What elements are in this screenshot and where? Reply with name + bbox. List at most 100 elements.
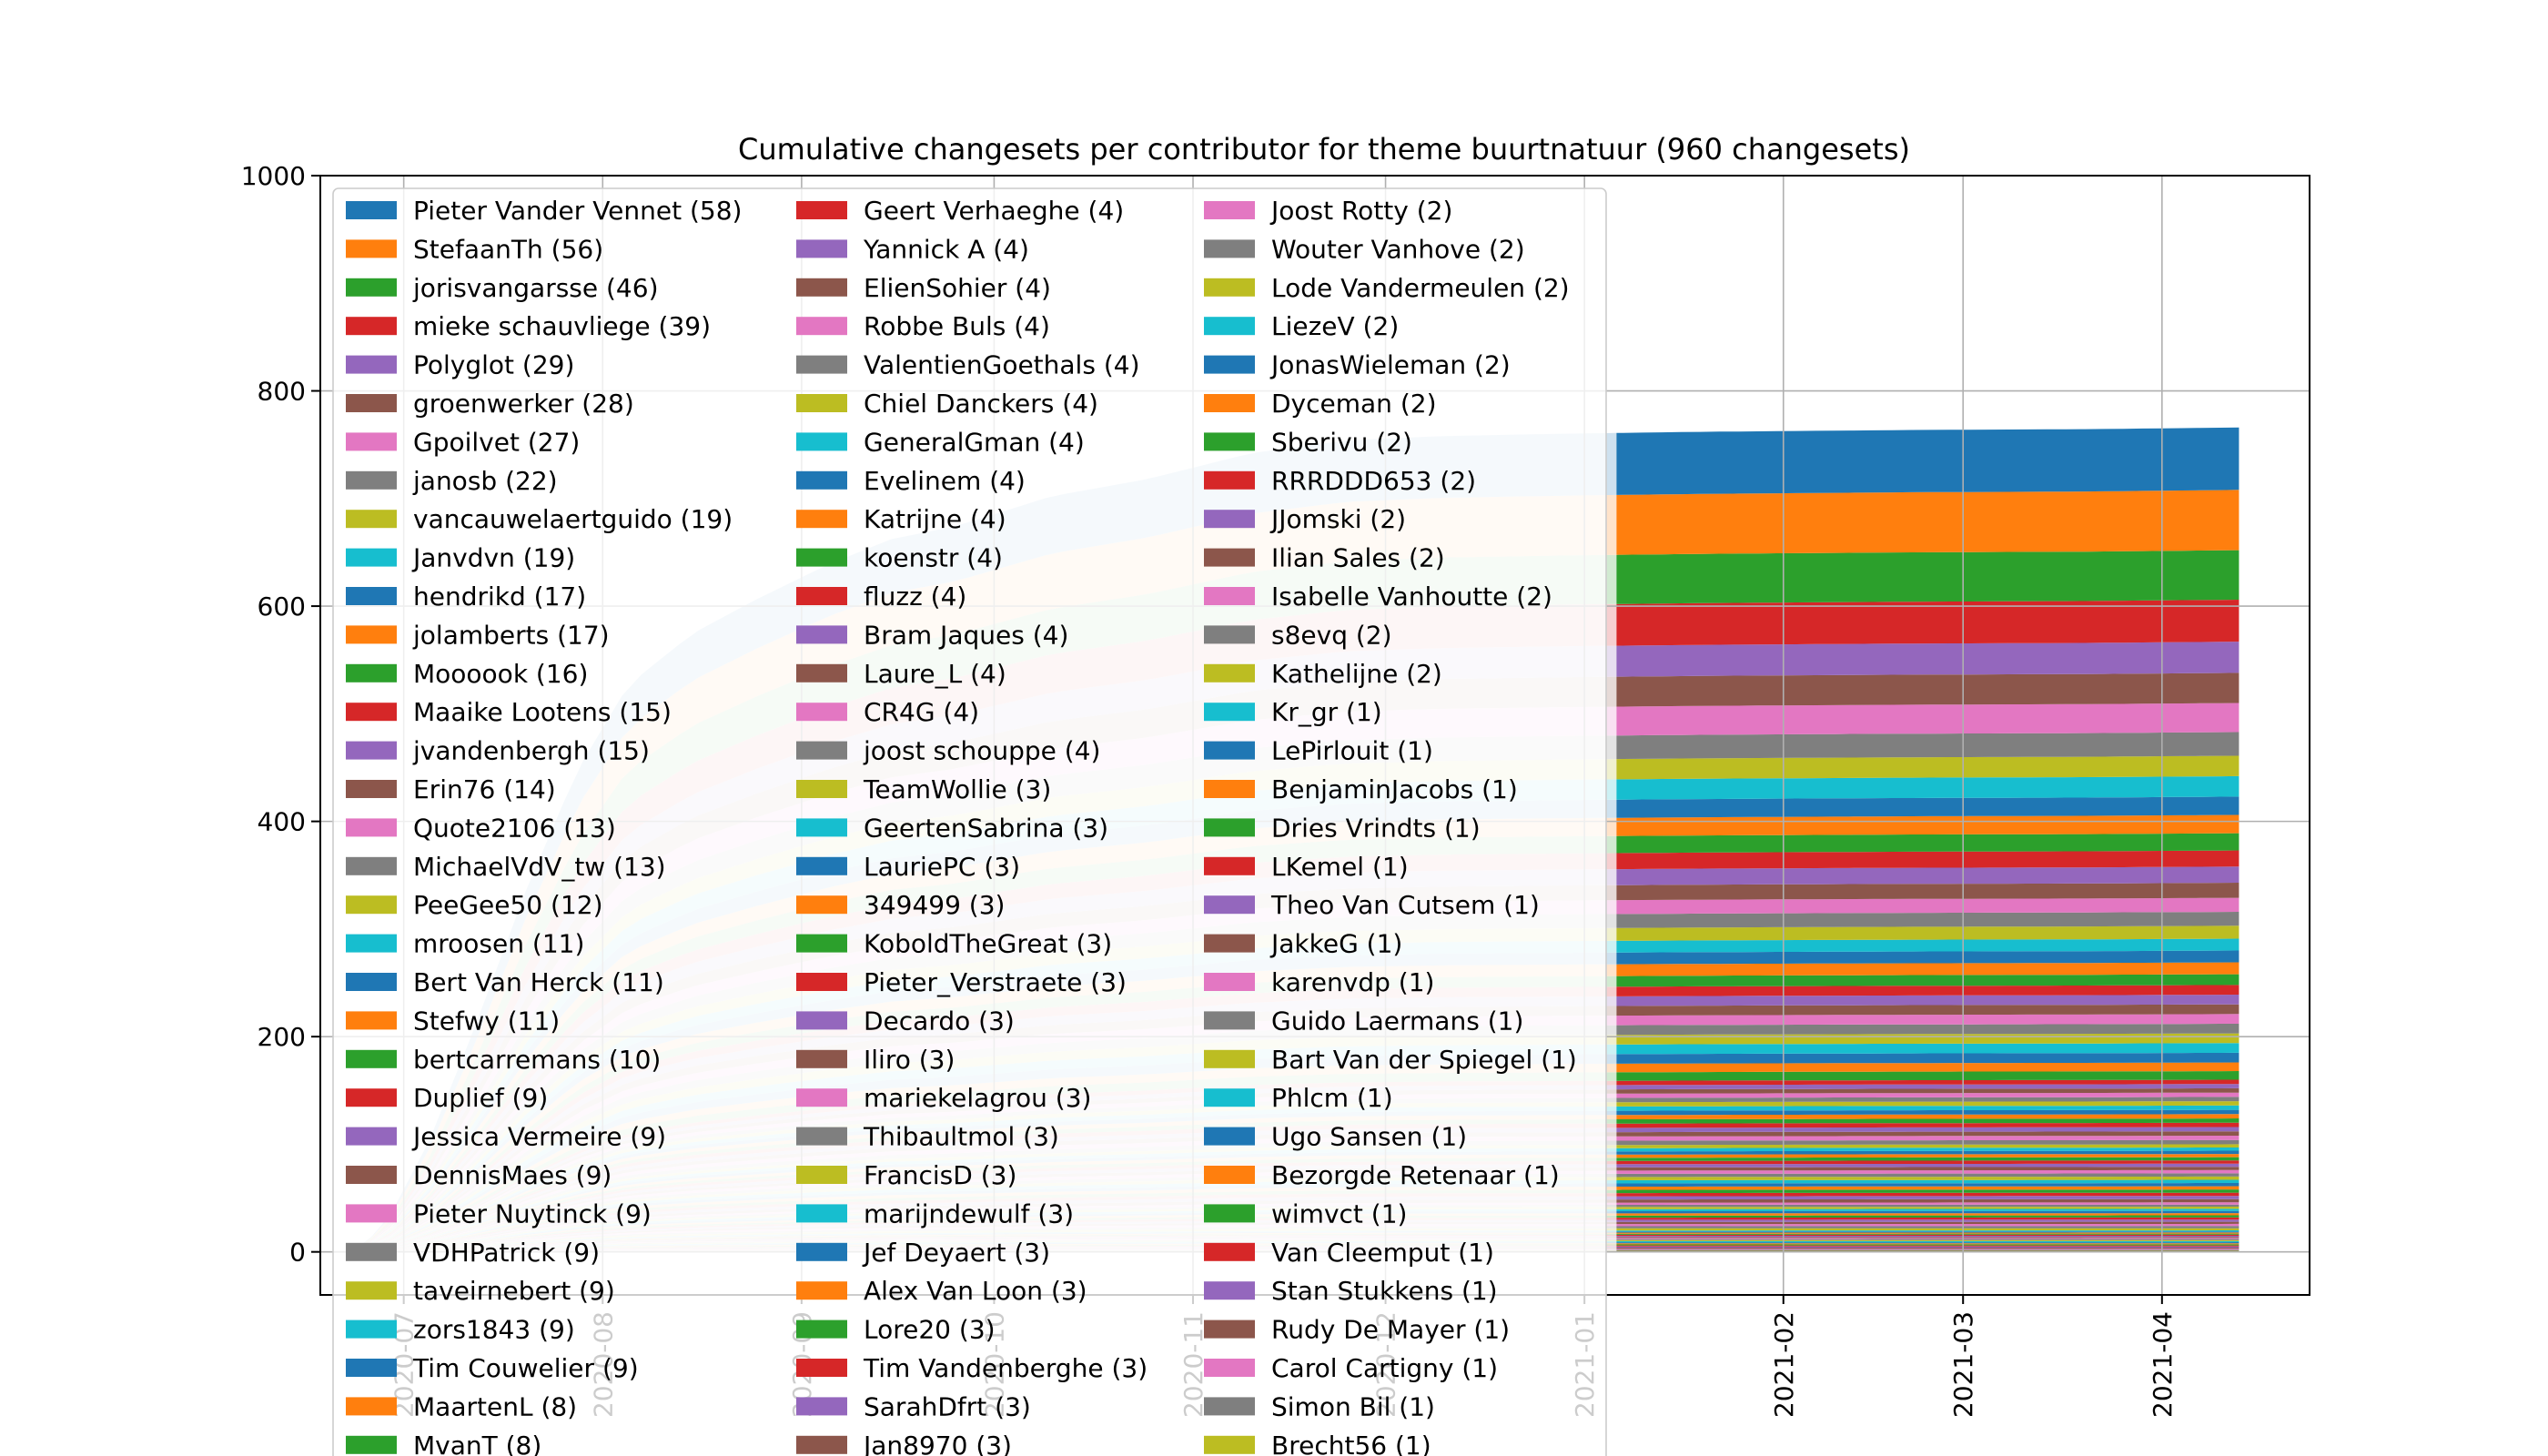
y-tick-label: 600	[258, 592, 306, 622]
area-series	[1616, 1136, 2240, 1141]
legend-swatch	[346, 587, 397, 605]
area-series	[1616, 912, 2240, 928]
legend-label: taveirnebert (9)	[413, 1276, 615, 1306]
area-series	[1616, 1127, 2240, 1133]
legend-swatch	[346, 201, 397, 219]
area-series	[1616, 1169, 2240, 1174]
area-series	[1616, 755, 2240, 780]
area-series	[1616, 1163, 2240, 1168]
legend-swatch	[346, 317, 397, 336]
legend-label: ElienSohier (4)	[864, 273, 1051, 303]
legend-label: Bert Van Herck (11)	[413, 967, 664, 997]
area-series	[1616, 1087, 2240, 1094]
legend-label: Jan8970 (3)	[862, 1431, 1012, 1456]
legend-label: Bezorgde Retenaar (1)	[1271, 1160, 1560, 1190]
legend-label: Kr_gr (1)	[1271, 697, 1382, 727]
legend-swatch	[1204, 1166, 1255, 1184]
area-series	[1616, 1176, 2240, 1180]
legend-label: jorisvangarsse (46)	[412, 273, 659, 303]
y-tick-label: 1000	[241, 161, 306, 191]
legend-label: SarahDfrt (3)	[864, 1391, 1031, 1421]
legend-label: Pieter Nuytinck (9)	[413, 1198, 652, 1228]
legend-label: Theo Van Cutsem (1)	[1270, 890, 1540, 920]
area-series	[1616, 600, 2240, 646]
legend-swatch	[796, 1242, 847, 1261]
legend-label: Dyceman (2)	[1271, 389, 1437, 419]
area-series	[1616, 1109, 2240, 1116]
legend-label: JakkeG (1)	[1269, 929, 1402, 959]
legend-label: DennisMaes (9)	[413, 1160, 612, 1190]
legend-swatch	[1204, 1204, 1255, 1223]
legend-label: Thibaultmol (3)	[863, 1122, 1059, 1152]
area-series	[1616, 1118, 2240, 1124]
area-series	[1616, 1245, 2240, 1247]
area-series	[1616, 1239, 2240, 1240]
legend-swatch	[1204, 934, 1255, 953]
legend-label: Lode Vandermeulen (2)	[1271, 273, 1570, 303]
legend-label: Yannick A (4)	[863, 234, 1029, 264]
legend-label: Duplief (9)	[413, 1083, 548, 1113]
legend-swatch	[796, 239, 847, 258]
legend-label: ValentienGoethals (4)	[864, 350, 1140, 380]
legend-swatch	[1204, 239, 1255, 258]
legend-label: Laure_L (4)	[864, 659, 1006, 689]
legend-swatch	[346, 1435, 397, 1454]
legend-swatch	[796, 934, 847, 953]
legend-label: Iliro (3)	[864, 1045, 955, 1075]
legend-label: Robbe Buls (4)	[864, 311, 1050, 341]
legend-label: Dries Vrindts (1)	[1271, 813, 1481, 843]
area-series	[1616, 1052, 2240, 1064]
area-series	[1616, 1097, 2240, 1103]
area-series	[1616, 1004, 2240, 1016]
area-series	[1616, 1189, 2240, 1194]
legend-swatch	[346, 1088, 397, 1107]
legend-swatch	[346, 548, 397, 567]
legend-label: GeneralGman (4)	[864, 427, 1085, 457]
legend-swatch	[346, 895, 397, 915]
legend-swatch	[796, 856, 847, 875]
legend-label: LauriePC (3)	[864, 852, 1020, 882]
legend-swatch	[796, 1359, 847, 1377]
area-series	[1616, 1221, 2240, 1225]
legend-swatch	[1204, 355, 1255, 374]
area-series	[1616, 938, 2240, 953]
area-series	[1616, 1244, 2240, 1246]
legend-swatch	[1204, 1242, 1255, 1261]
legend-swatch	[1204, 278, 1255, 297]
area-series	[1616, 1062, 2240, 1073]
legend-swatch	[346, 625, 397, 644]
area-series	[1616, 1231, 2240, 1233]
legend-swatch	[1204, 201, 1255, 219]
legend-swatch	[796, 587, 847, 605]
area-series	[1616, 1150, 2240, 1155]
legend-label: Pieter_Verstraete (3)	[864, 967, 1127, 997]
area-series	[1616, 1101, 2240, 1107]
legend-label: JJomski (2)	[1269, 504, 1406, 534]
plot-area	[352, 427, 2240, 1252]
area-series	[1616, 1183, 2240, 1187]
legend-swatch	[346, 1049, 397, 1068]
legend-swatch	[346, 973, 397, 991]
legend-swatch	[1204, 587, 1255, 605]
legend-swatch	[796, 625, 847, 644]
legend-swatch	[796, 1011, 847, 1030]
legend-swatch	[1204, 1011, 1255, 1030]
legend-swatch	[346, 1242, 397, 1261]
legend-label: Quote2106 (13)	[413, 813, 616, 843]
legend-label: Phlcm (1)	[1271, 1083, 1393, 1113]
legend-swatch	[346, 1320, 397, 1339]
area-series	[1616, 732, 2240, 760]
legend-label: VDHPatrick (9)	[413, 1238, 600, 1268]
legend-label: Jef Deyaert (3)	[862, 1238, 1050, 1268]
legend-label: Chiel Danckers (4)	[864, 389, 1098, 419]
legend-label: Ugo Sansen (1)	[1271, 1122, 1467, 1152]
legend-swatch	[796, 432, 847, 451]
y-tick-label: 400	[258, 807, 306, 837]
legend-label: FrancisD (3)	[864, 1160, 1016, 1190]
area-series	[1616, 1043, 2240, 1055]
legend-swatch	[346, 510, 397, 529]
legend-label: hendrikd (17)	[413, 581, 586, 612]
legend-label: BenjaminJacobs (1)	[1271, 774, 1518, 804]
legend-swatch	[796, 1281, 847, 1300]
area-series	[1616, 1160, 2240, 1165]
